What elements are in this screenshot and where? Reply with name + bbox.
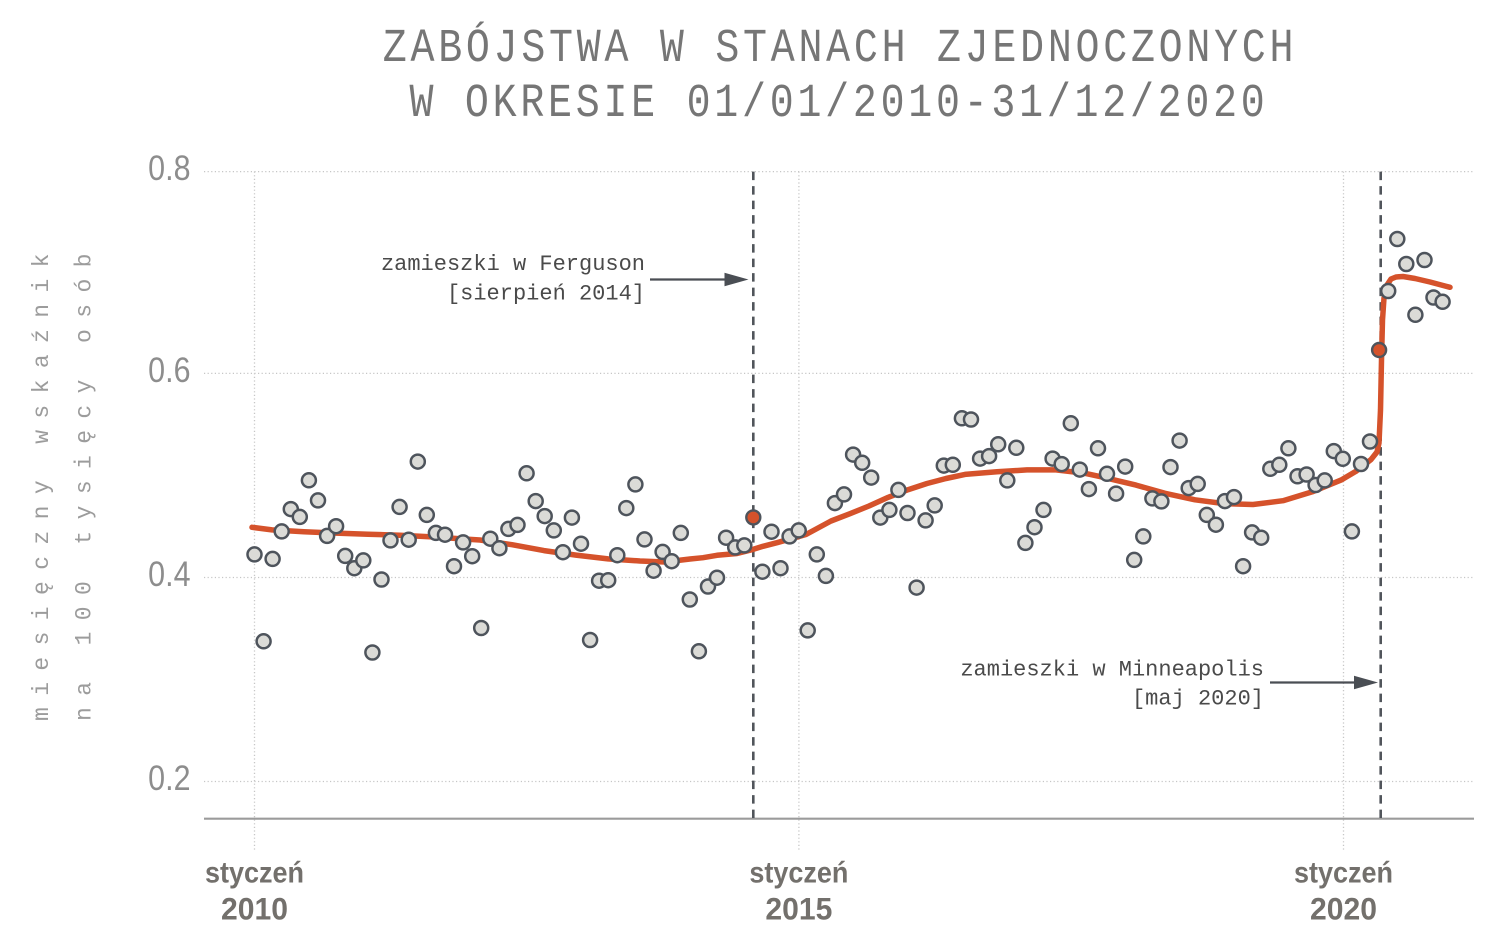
svg-text:2010: 2010 bbox=[221, 891, 288, 927]
svg-text:na 100 tysięcy osób: na 100 tysięcy osób bbox=[72, 242, 98, 721]
svg-text:2015: 2015 bbox=[765, 891, 832, 927]
svg-text:[maj 2020]: [maj 2020] bbox=[1132, 687, 1264, 712]
svg-text:2020: 2020 bbox=[1310, 891, 1377, 927]
svg-text:zamieszki w Minneapolis: zamieszki w Minneapolis bbox=[960, 658, 1264, 683]
svg-text:[sierpień 2014]: [sierpień 2014] bbox=[447, 282, 645, 307]
svg-text:miesięczny wskaźnik: miesięczny wskaźnik bbox=[29, 242, 55, 721]
svg-text:zamieszki w Ferguson: zamieszki w Ferguson bbox=[381, 252, 645, 277]
svg-text:styczeń: styczeń bbox=[1294, 856, 1393, 890]
svg-text:0.2: 0.2 bbox=[148, 758, 190, 797]
svg-text:W OKRESIE 01/01/2010-31/12/202: W OKRESIE 01/01/2010-31/12/2020 bbox=[410, 78, 1269, 131]
svg-text:0.6: 0.6 bbox=[148, 350, 190, 389]
svg-text:0.8: 0.8 bbox=[148, 148, 190, 187]
svg-text:styczeń: styczeń bbox=[205, 856, 304, 890]
svg-text:0.4: 0.4 bbox=[148, 554, 190, 593]
svg-text:styczeń: styczeń bbox=[749, 856, 848, 890]
svg-text:ZABÓJSTWA W STANACH ZJEDNOCZON: ZABÓJSTWA W STANACH ZJEDNOCZONYCH bbox=[383, 20, 1297, 76]
